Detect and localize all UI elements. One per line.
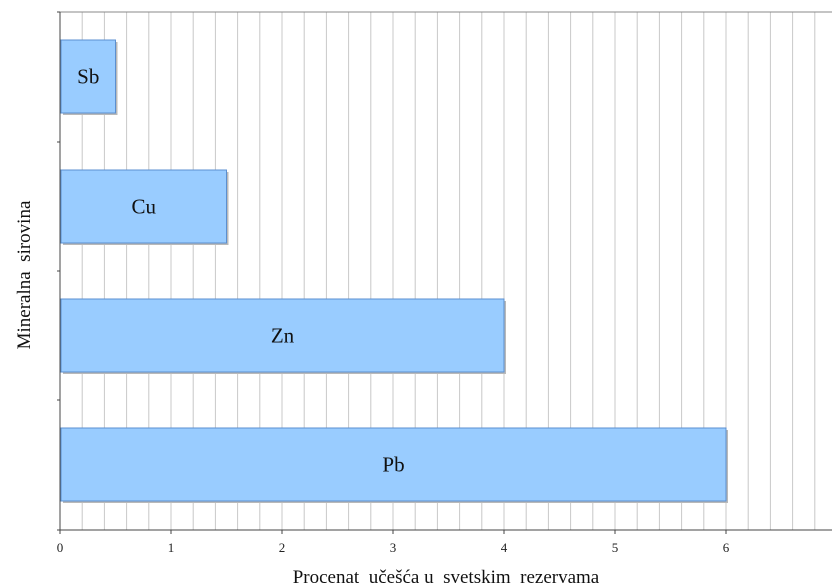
x-tick-labels: 0 1 2 3 4 5 6 <box>57 530 730 555</box>
bar-sb <box>60 39 116 114</box>
x-tick-label: 0 <box>57 540 64 555</box>
bar-label: Sb <box>77 65 99 89</box>
axes <box>57 11 832 531</box>
x-tick-label: 4 <box>501 540 508 555</box>
bar-label: Cu <box>131 195 156 219</box>
bars: Sb Cu Zn Pb <box>60 39 728 503</box>
bar-cu <box>60 169 227 244</box>
bar-zn <box>60 298 505 373</box>
bar-label: Zn <box>271 324 295 348</box>
x-tick-label: 2 <box>279 540 286 555</box>
x-tick-label: 1 <box>168 540 175 555</box>
y-axis-title: Mineralna sirovina <box>14 200 35 349</box>
bar-label: Pb <box>382 453 404 477</box>
x-axis-title: Procenat učešća u svetskim rezervama <box>293 567 600 588</box>
x-tick-label: 6 <box>723 540 730 555</box>
x-tick-label: 3 <box>390 540 397 555</box>
bar-pb <box>60 427 727 502</box>
x-tick-label: 5 <box>612 540 619 555</box>
